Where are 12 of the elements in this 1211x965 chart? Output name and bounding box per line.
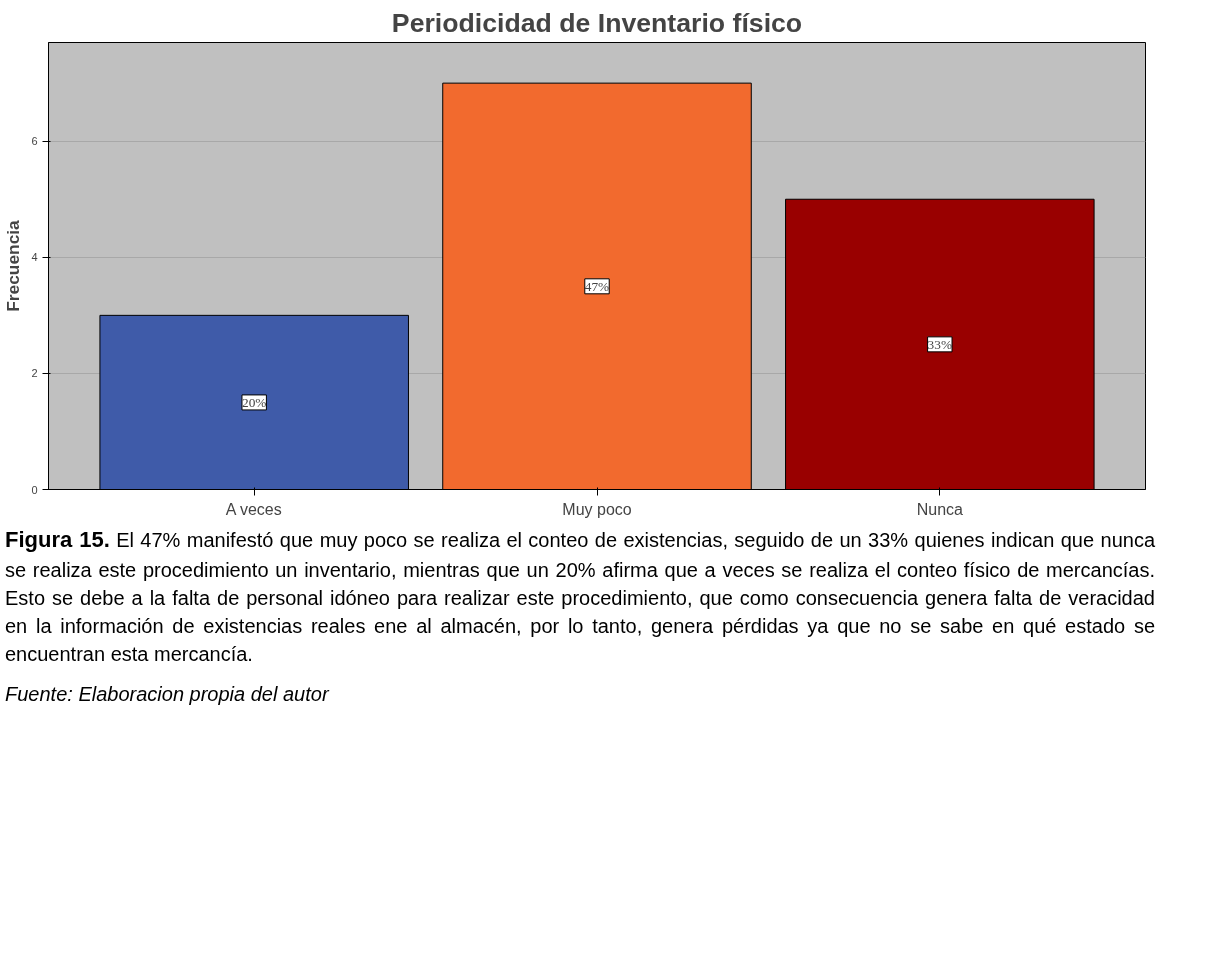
y-tick-label: 4 — [31, 251, 38, 264]
annotation: 47% — [584, 278, 610, 294]
y-tick-label: 0 — [31, 483, 38, 496]
y-tick-label: 6 — [31, 135, 38, 148]
y-tick-label: 2 — [31, 367, 38, 380]
chart-title: Periodicidad de Inventario físico — [391, 7, 803, 38]
x-tick-label: Nunca — [916, 500, 964, 518]
x-tick-label: Muy poco — [562, 500, 632, 518]
y-axis-title: Frecuencia — [3, 219, 24, 312]
text: Figura 15. — [5, 527, 110, 552]
x-tick-label: A veces — [225, 500, 282, 518]
source-note: Fuente: Elaboracion propia del autor — [5, 682, 329, 705]
